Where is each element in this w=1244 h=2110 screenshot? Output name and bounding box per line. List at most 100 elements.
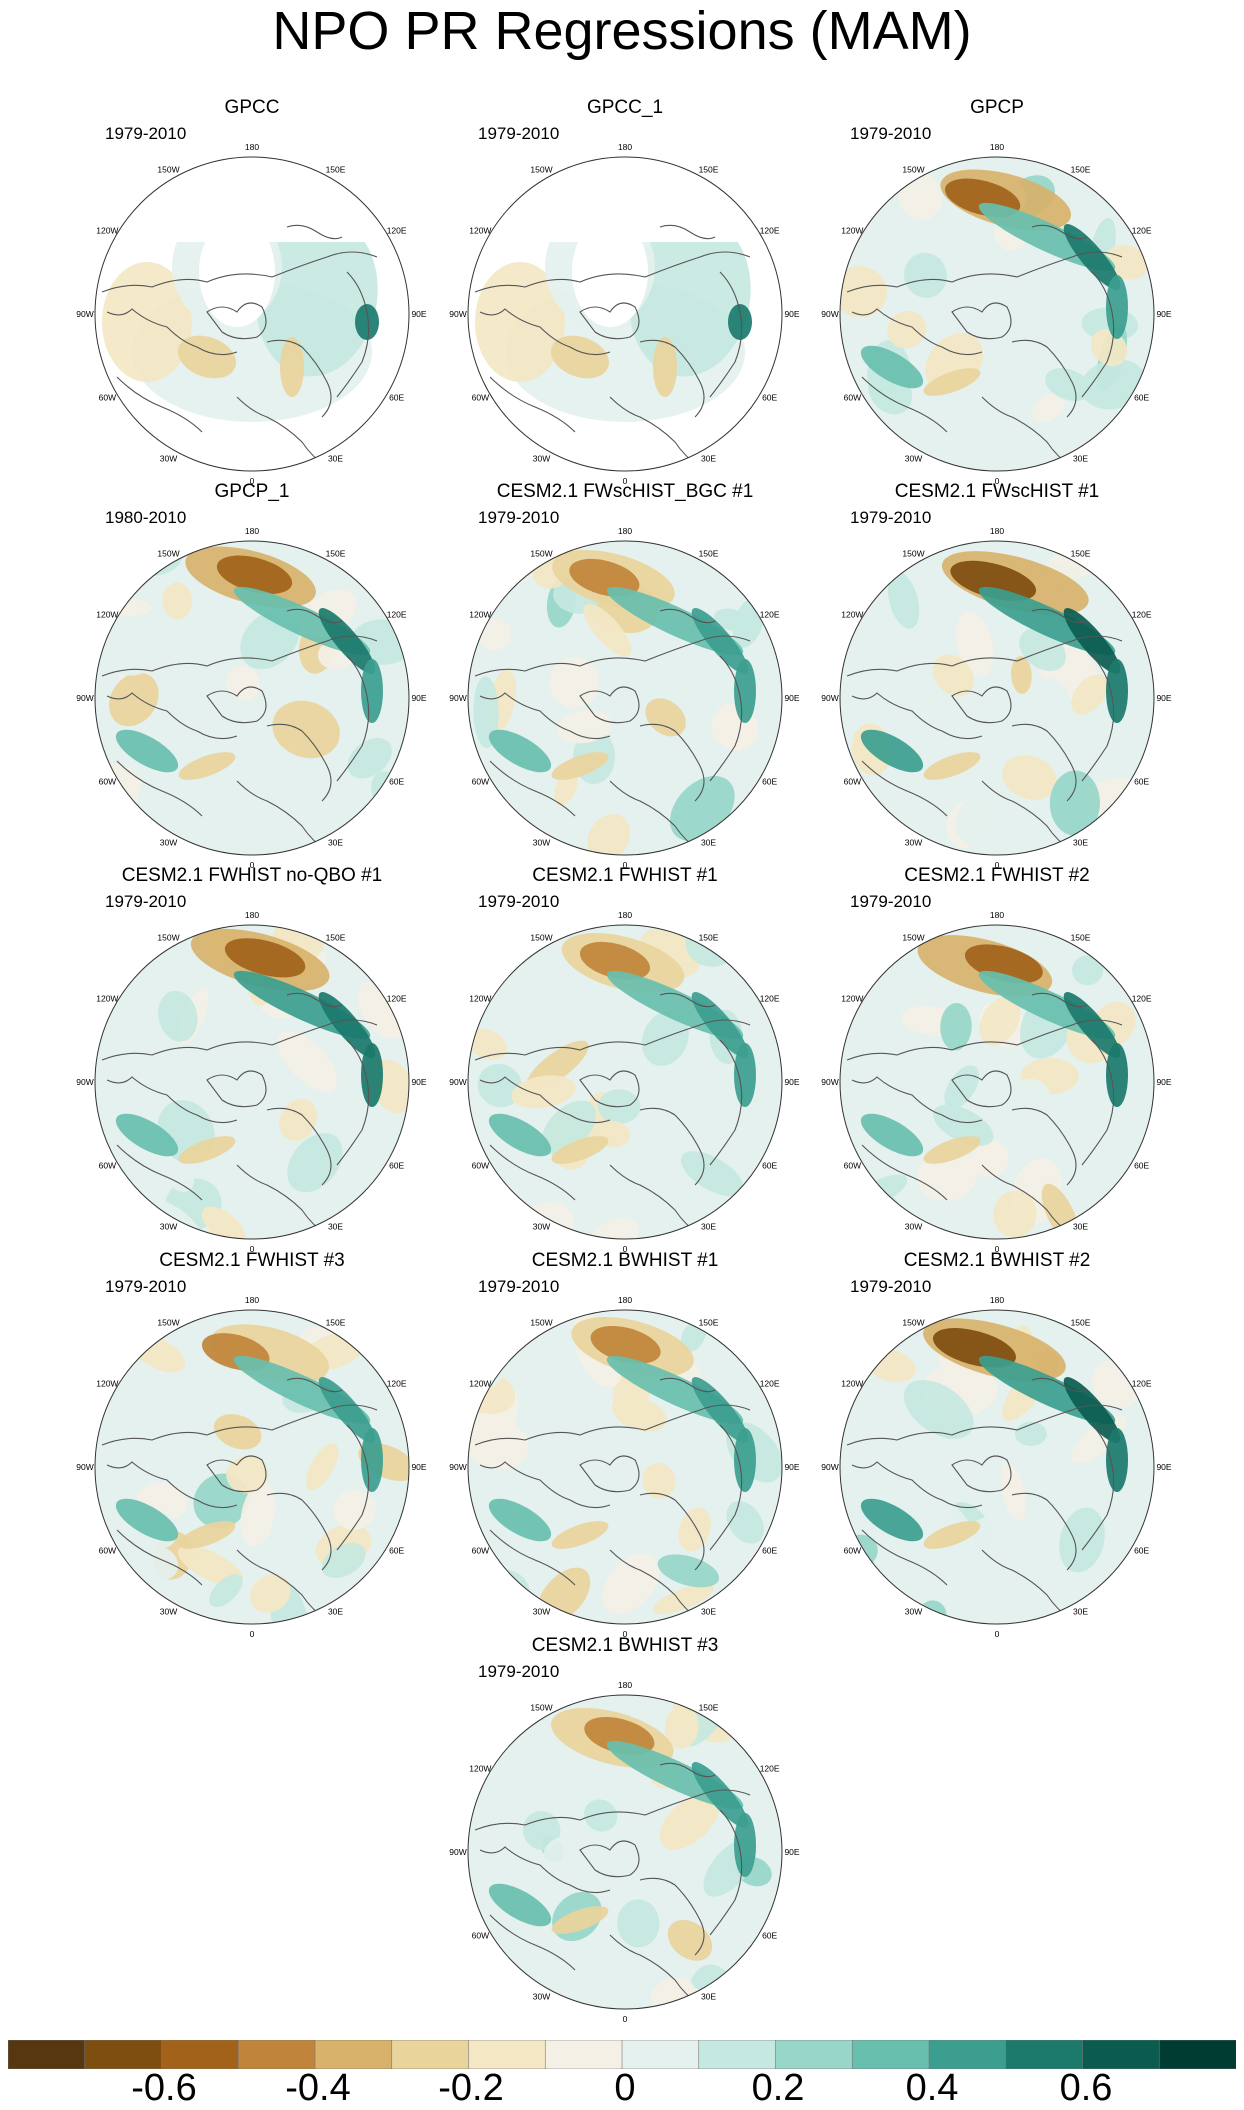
- anomaly-patch: [528, 1362, 601, 1400]
- map-boundary: [94, 540, 410, 856]
- longitude-label: 60W: [472, 1161, 489, 1171]
- polar-map: 180 150E 120E 90E 60E 30E 0 30W 60W 90W 120W 150W: [76, 526, 427, 870]
- longitude-label: 60W: [472, 393, 489, 403]
- longitude-label: 150W: [530, 932, 552, 942]
- polar-map: 180 150E 120E 90E 60E 30E 0 30W 60W 90W 120W 150W: [449, 910, 800, 1254]
- longitude-label: 120E: [387, 610, 407, 620]
- longitude-label: 30E: [328, 454, 343, 464]
- longitude-label: 60E: [1134, 1161, 1149, 1171]
- coastlines: [101, 224, 378, 468]
- anomaly-patch: [511, 1075, 576, 1109]
- anomaly-patch: [932, 654, 975, 697]
- longitude-label: 90E: [784, 309, 799, 319]
- longitude-label: 0: [250, 1629, 255, 1639]
- anomaly-patch: [611, 1395, 667, 1432]
- panel-period: 1979-2010: [850, 508, 932, 527]
- longitude-label: 150W: [902, 1317, 924, 1327]
- longitude-label: 90W: [76, 309, 93, 319]
- polar-map: 180 150E 120E 90E 60E 30E 0 30W 60W 90W 120W 150W: [76, 910, 427, 1254]
- atlantic-dry: [923, 752, 981, 780]
- longitude-label: 120E: [760, 226, 780, 236]
- anomaly-patch: [1011, 656, 1032, 694]
- atlantic-wet: [488, 1883, 552, 1927]
- longitude-label: 120E: [760, 1764, 780, 1774]
- longitude-label: 150W: [157, 932, 179, 942]
- colorbar-swatch: [928, 2040, 1007, 2069]
- longitude-label: 90E: [784, 1077, 799, 1087]
- colorbar: [8, 2040, 1236, 2069]
- map-boundary: [467, 156, 783, 472]
- anomaly-patch: [587, 814, 631, 855]
- anomaly-patch: [903, 252, 947, 298]
- longitude-label: 90W: [449, 693, 466, 703]
- colorbar-tick-label: 0.4: [905, 2067, 959, 2109]
- precip-field: [840, 1314, 1143, 1624]
- pacific-dry-core: [579, 941, 651, 980]
- eastern-wet-band: [1106, 1043, 1128, 1107]
- polar-map: 180 150E 120E 90E 60E 30E 0 30W 60W 90W 120W 150W: [821, 526, 1172, 870]
- missing-data-mask: [468, 157, 782, 242]
- colorbar-swatch: [237, 2040, 316, 2069]
- coastlines: [846, 1377, 1123, 1621]
- polar-map: 180 150E 120E 90E 60E 30E 0 30W 60W 90W 120W 150W: [449, 142, 800, 486]
- longitude-label: 120E: [760, 1379, 780, 1389]
- anomaly-patch: [276, 1030, 338, 1092]
- longitude-label: 0: [623, 2014, 628, 2024]
- longitude-label: 90E: [1156, 1462, 1171, 1472]
- longitude-label: 90E: [784, 693, 799, 703]
- missing-data-mask: [95, 157, 409, 242]
- longitude-label: 60W: [472, 1931, 489, 1941]
- map-panel: CESM2.1 BWHIST #1 1979-2010 180 150E 120E 9…: [449, 1250, 800, 1639]
- longitude-label: 150E: [1071, 548, 1091, 558]
- land-anomaly: [355, 304, 379, 340]
- map-panel: GPCP_1 1980-2010 180 150E 120E 90E 60E 30E 0 30…: [76, 481, 427, 870]
- anomaly-patch: [1078, 1481, 1128, 1549]
- longitude-label: 90E: [411, 1077, 426, 1087]
- panel-period: 1979-2010: [478, 1662, 560, 1681]
- map-boundary: [94, 924, 410, 1240]
- anomaly-patch: [583, 1799, 618, 1832]
- longitude-label: 30E: [328, 838, 343, 848]
- atlantic-wet: [860, 1113, 924, 1157]
- land-anomaly: [280, 337, 304, 397]
- map-boundary: [839, 1309, 1155, 1625]
- anomaly-patch: [653, 1583, 715, 1615]
- longitude-label: 90E: [784, 1847, 799, 1857]
- map-boundary: [467, 1694, 783, 2010]
- atlantic-wet: [860, 729, 924, 773]
- missing-data-mask: [572, 217, 648, 327]
- longitude-label: 0: [250, 476, 255, 486]
- longitude-label: 150W: [902, 164, 924, 174]
- anomaly-patch: [162, 582, 193, 620]
- panel-period: 1979-2010: [850, 1277, 932, 1296]
- colorbar-swatch: [1158, 2040, 1236, 2069]
- anomaly-patch: [601, 1553, 660, 1615]
- longitude-label: 180: [990, 142, 1004, 152]
- anomaly-patch: [979, 996, 1021, 1046]
- longitude-label: 30E: [701, 454, 716, 464]
- land-anomaly: [102, 262, 192, 382]
- longitude-label: 60W: [472, 1546, 489, 1556]
- colorbar-swatch: [468, 2040, 547, 2069]
- longitude-label: 60W: [844, 777, 861, 787]
- longitude-label: 180: [618, 1680, 632, 1690]
- longitude-label: 120W: [469, 226, 491, 236]
- land-anomaly: [653, 337, 677, 397]
- coastlines: [474, 1377, 751, 1621]
- atlantic-wet: [115, 1498, 179, 1542]
- anomaly-patch: [158, 703, 188, 738]
- longitude-label: 90W: [821, 693, 838, 703]
- colorbar-swatch: [8, 2040, 86, 2069]
- pacific-wet-core: [691, 992, 749, 1058]
- longitude-label: 150W: [157, 548, 179, 558]
- eastern-wet-band: [361, 659, 383, 723]
- colorbar-tick-label: -0.4: [285, 2067, 351, 2109]
- panel-title: CESM2.1 BWHIST #2: [903, 1250, 1091, 1271]
- panel-title: CESM2.1 FWHIST no-QBO #1: [121, 865, 383, 886]
- anomaly-patch: [136, 1544, 179, 1581]
- anomaly-patch: [481, 1798, 543, 1864]
- figure-title: NPO PR Regressions (MAM): [272, 1, 972, 61]
- longitude-label: 30E: [701, 1992, 716, 2002]
- longitude-label: 150W: [157, 1317, 179, 1327]
- atlantic-dry: [923, 1136, 981, 1164]
